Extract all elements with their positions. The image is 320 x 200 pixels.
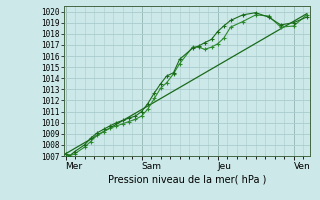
X-axis label: Pression niveau de la mer( hPa ): Pression niveau de la mer( hPa ) [108,175,266,185]
